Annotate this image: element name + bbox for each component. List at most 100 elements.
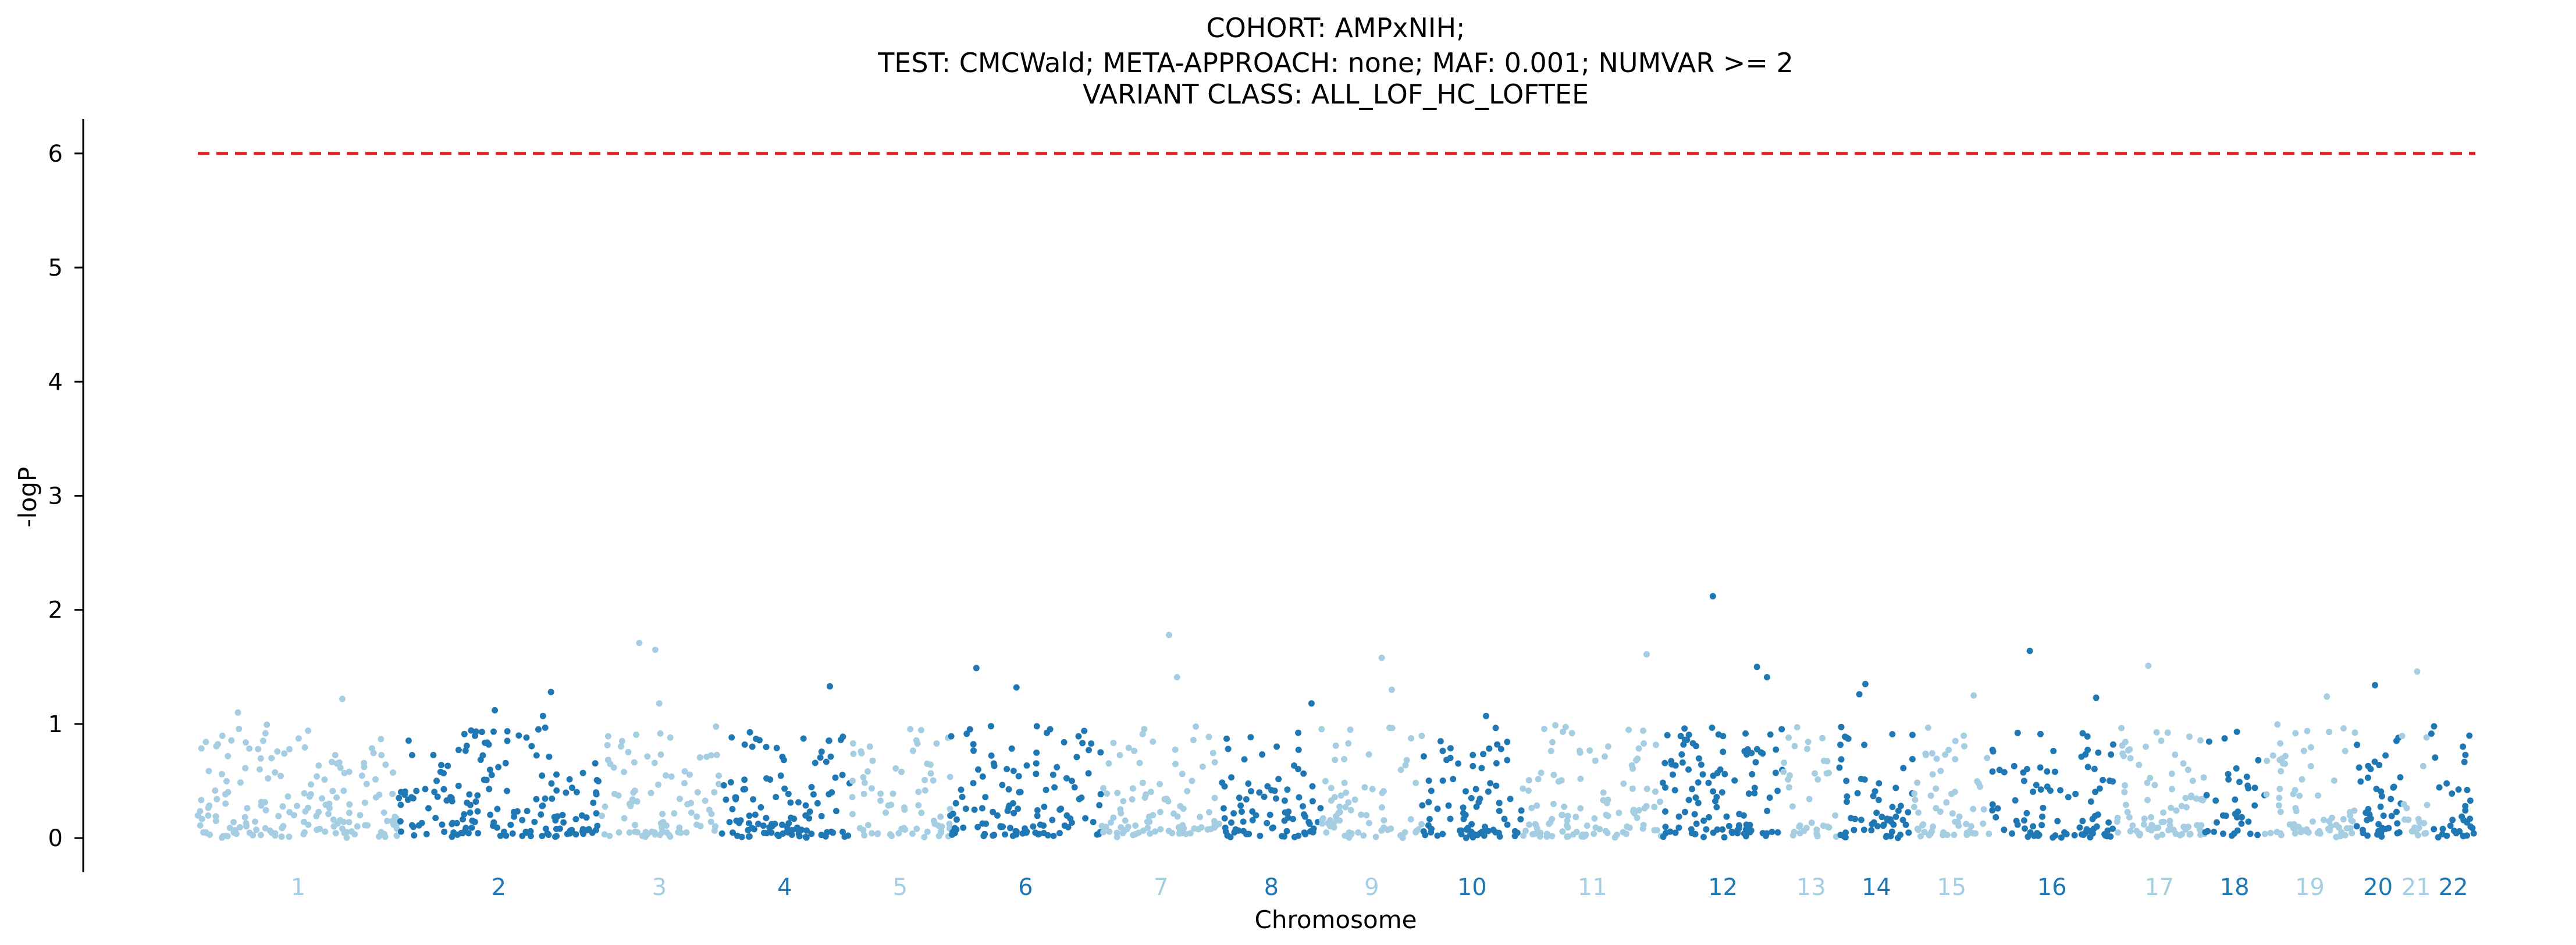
data-point: [268, 755, 275, 762]
data-point: [468, 727, 475, 734]
data-point: [439, 821, 446, 828]
data-point: [1345, 740, 1352, 747]
data-point: [812, 759, 819, 766]
data-point: [455, 782, 462, 789]
data-point: [2158, 737, 2165, 744]
data-point: [1952, 756, 1959, 762]
data-point: [1679, 759, 1686, 766]
data-point: [1522, 828, 1529, 835]
data-point: [802, 802, 809, 809]
data-point: [713, 723, 720, 730]
data-point-highlight: [973, 665, 980, 672]
data-point: [1870, 819, 1877, 826]
data-point: [1069, 778, 1075, 784]
data-point: [1402, 762, 1409, 769]
data-point: [301, 790, 308, 797]
data-point: [262, 807, 269, 814]
data-point: [1358, 811, 1365, 818]
data-point: [1318, 726, 1325, 733]
data-point: [1562, 723, 1569, 730]
data-point: [696, 754, 703, 761]
data-point: [1989, 801, 1996, 808]
data-point: [1620, 780, 1627, 787]
data-point: [1361, 784, 1368, 791]
data-point: [1695, 800, 1702, 807]
data-point: [2108, 751, 2115, 758]
data-point: [593, 777, 600, 783]
data-point: [515, 732, 522, 739]
data-point: [750, 796, 757, 803]
data-point: [806, 808, 813, 815]
data-point: [466, 791, 473, 798]
data-point: [341, 769, 348, 776]
data-point: [1728, 828, 1735, 835]
data-point: [405, 737, 412, 744]
data-point: [800, 735, 807, 742]
data-point: [849, 794, 856, 801]
data-point: [1518, 807, 1525, 814]
data-point: [2119, 742, 2126, 749]
data-point: [1604, 800, 1610, 807]
data-point: [1703, 826, 1710, 833]
data-point: [1806, 796, 1813, 803]
data-point: [1363, 812, 1370, 819]
data-point: [1034, 812, 1041, 819]
y-tick-label: 2: [48, 597, 63, 624]
data-point: [1668, 758, 1675, 765]
data-point: [278, 833, 285, 840]
data-point: [888, 801, 895, 808]
data-point: [1439, 747, 1446, 754]
data-point: [1228, 774, 1235, 781]
data-point: [1651, 827, 1658, 834]
data-point: [578, 812, 585, 819]
data-point: [1136, 759, 1143, 766]
data-point: [647, 790, 654, 796]
data-point: [1905, 829, 1912, 836]
data-point: [970, 741, 977, 748]
chromosome-label: 4: [777, 874, 792, 901]
data-point: [1844, 798, 1850, 805]
data-point: [2244, 782, 2251, 789]
data-point: [2286, 821, 2293, 828]
data-point: [2071, 832, 2078, 839]
data-point: [2365, 762, 2372, 769]
data-point: [462, 825, 469, 832]
data-point: [2375, 821, 2382, 828]
data-point: [2096, 785, 2103, 792]
data-point: [474, 792, 481, 799]
data-point: [1478, 765, 1485, 772]
data-point: [1629, 785, 1636, 792]
data-point: [462, 747, 469, 754]
data-point: [1211, 759, 1218, 766]
data-point: [2455, 786, 2462, 793]
data-point: [1926, 832, 1933, 839]
data-point: [2089, 830, 2096, 837]
data-point: [1407, 816, 1414, 823]
data-point: [2154, 833, 2161, 840]
data-point: [1937, 808, 1944, 815]
data-point: [274, 748, 281, 755]
data-point: [768, 829, 775, 836]
data-point: [1302, 813, 1308, 820]
data-point: [2243, 773, 2250, 780]
data-point: [1295, 729, 1302, 736]
data-point: [2464, 787, 2471, 793]
data-point: [1734, 830, 1741, 837]
data-point: [1892, 784, 1899, 791]
data-point: [1343, 789, 1350, 796]
data-point: [326, 805, 333, 812]
data-point: [354, 823, 361, 830]
data-point: [2173, 807, 2180, 814]
data-point: [688, 810, 695, 816]
data-point: [1033, 723, 1040, 730]
data-point-highlight: [339, 696, 346, 702]
data-point: [1620, 829, 1627, 836]
data-point: [1504, 757, 1511, 764]
data-point: [443, 797, 450, 804]
data-point: [553, 787, 560, 794]
data-point: [2300, 747, 2307, 754]
data-point: [1572, 814, 1579, 821]
data-point: [651, 759, 658, 766]
data-point: [1110, 814, 1117, 821]
data-point: [404, 796, 411, 803]
